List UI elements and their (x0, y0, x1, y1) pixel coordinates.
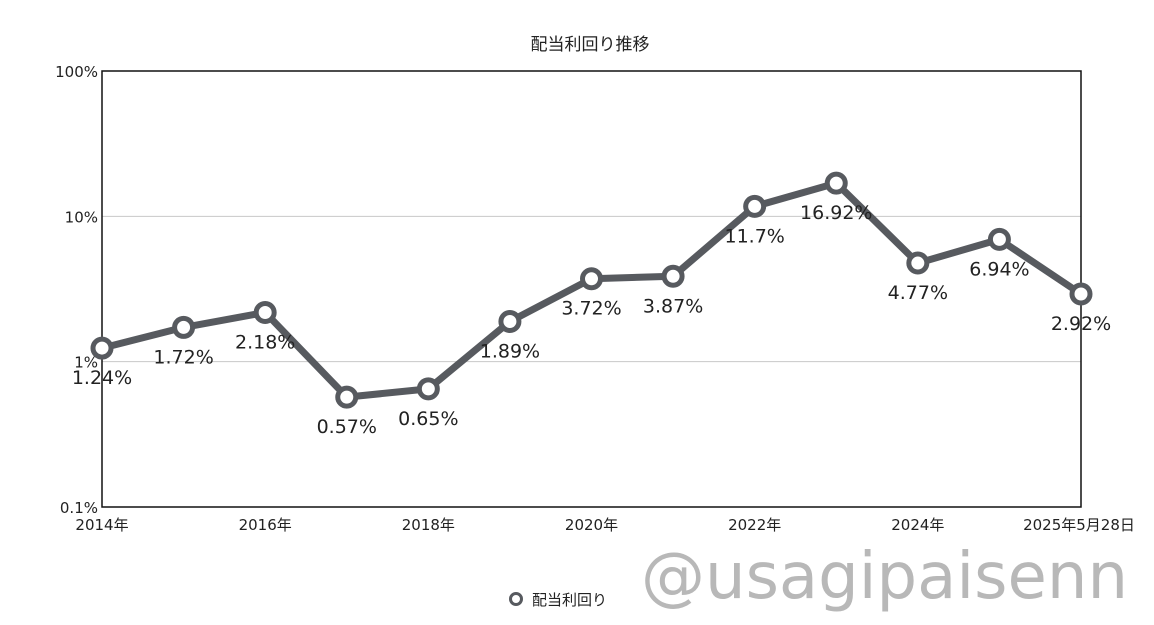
series-layer (90, 171, 1093, 409)
data-label: 3.87% (643, 295, 703, 317)
data-point[interactable] (335, 385, 359, 409)
data-point[interactable] (1069, 282, 1093, 306)
data-point[interactable] (498, 309, 522, 333)
data-label: 1.89% (480, 340, 540, 362)
data-point[interactable] (824, 171, 848, 195)
x-tick-label: 2024年 (891, 516, 944, 534)
data-label: 2.18% (235, 331, 295, 353)
data-point[interactable] (906, 251, 930, 275)
data-label: 11.7% (724, 225, 784, 247)
y-tick-label: 0.1% (60, 499, 98, 517)
x-tick-label: 2014年 (75, 516, 128, 534)
x-tick-label: 2025年5月28日 (1023, 516, 1135, 534)
x-axis-ticks: 2014年 2016年 2018年 2020年 2022年 2024年 2025年5月28日 (75, 516, 1135, 534)
x-tick-label: 2016年 (239, 516, 292, 534)
data-label: 6.94% (969, 258, 1029, 280)
data-point[interactable] (580, 267, 603, 291)
legend-label: 配当利回り (532, 591, 607, 609)
data-point[interactable] (416, 377, 440, 401)
x-tick-label: 2020年 (565, 516, 618, 534)
grid-lines (102, 215, 1081, 363)
chart-title: 配当利回り推移 (531, 35, 650, 55)
data-label: 3.72% (561, 298, 621, 320)
y-tick-label: 100% (55, 63, 98, 81)
data-point[interactable] (661, 264, 685, 288)
data-label: 2.92% (1051, 313, 1111, 335)
legend[interactable]: 配当利回り (509, 591, 608, 609)
data-labels: 1.24% 1.72% 2.18% 0.57% 0.65% 1.89% 3.72% 3.87%… (72, 202, 1111, 438)
data-label: 16.92% (800, 202, 872, 224)
data-label: 0.65% (398, 408, 458, 430)
data-point[interactable] (172, 315, 196, 339)
y-tick-label: 10% (65, 208, 98, 226)
watermark-text: @usagipaisenn (641, 540, 1128, 614)
y-tick-label: 1% (74, 354, 98, 372)
y-axis-ticks: 0.1% 1% 10% 100% (55, 63, 98, 517)
legend-marker (509, 592, 523, 606)
data-point[interactable] (987, 227, 1011, 251)
data-label: 4.77% (888, 282, 948, 304)
data-label: 0.57% (317, 416, 377, 438)
data-label: 1.24% (72, 367, 132, 389)
data-label: 1.72% (153, 346, 213, 368)
x-tick-label: 2022年 (728, 516, 781, 534)
data-point[interactable] (743, 194, 767, 218)
x-tick-label: 2018年 (402, 516, 455, 534)
data-point[interactable] (90, 336, 114, 360)
data-point[interactable] (253, 300, 277, 324)
